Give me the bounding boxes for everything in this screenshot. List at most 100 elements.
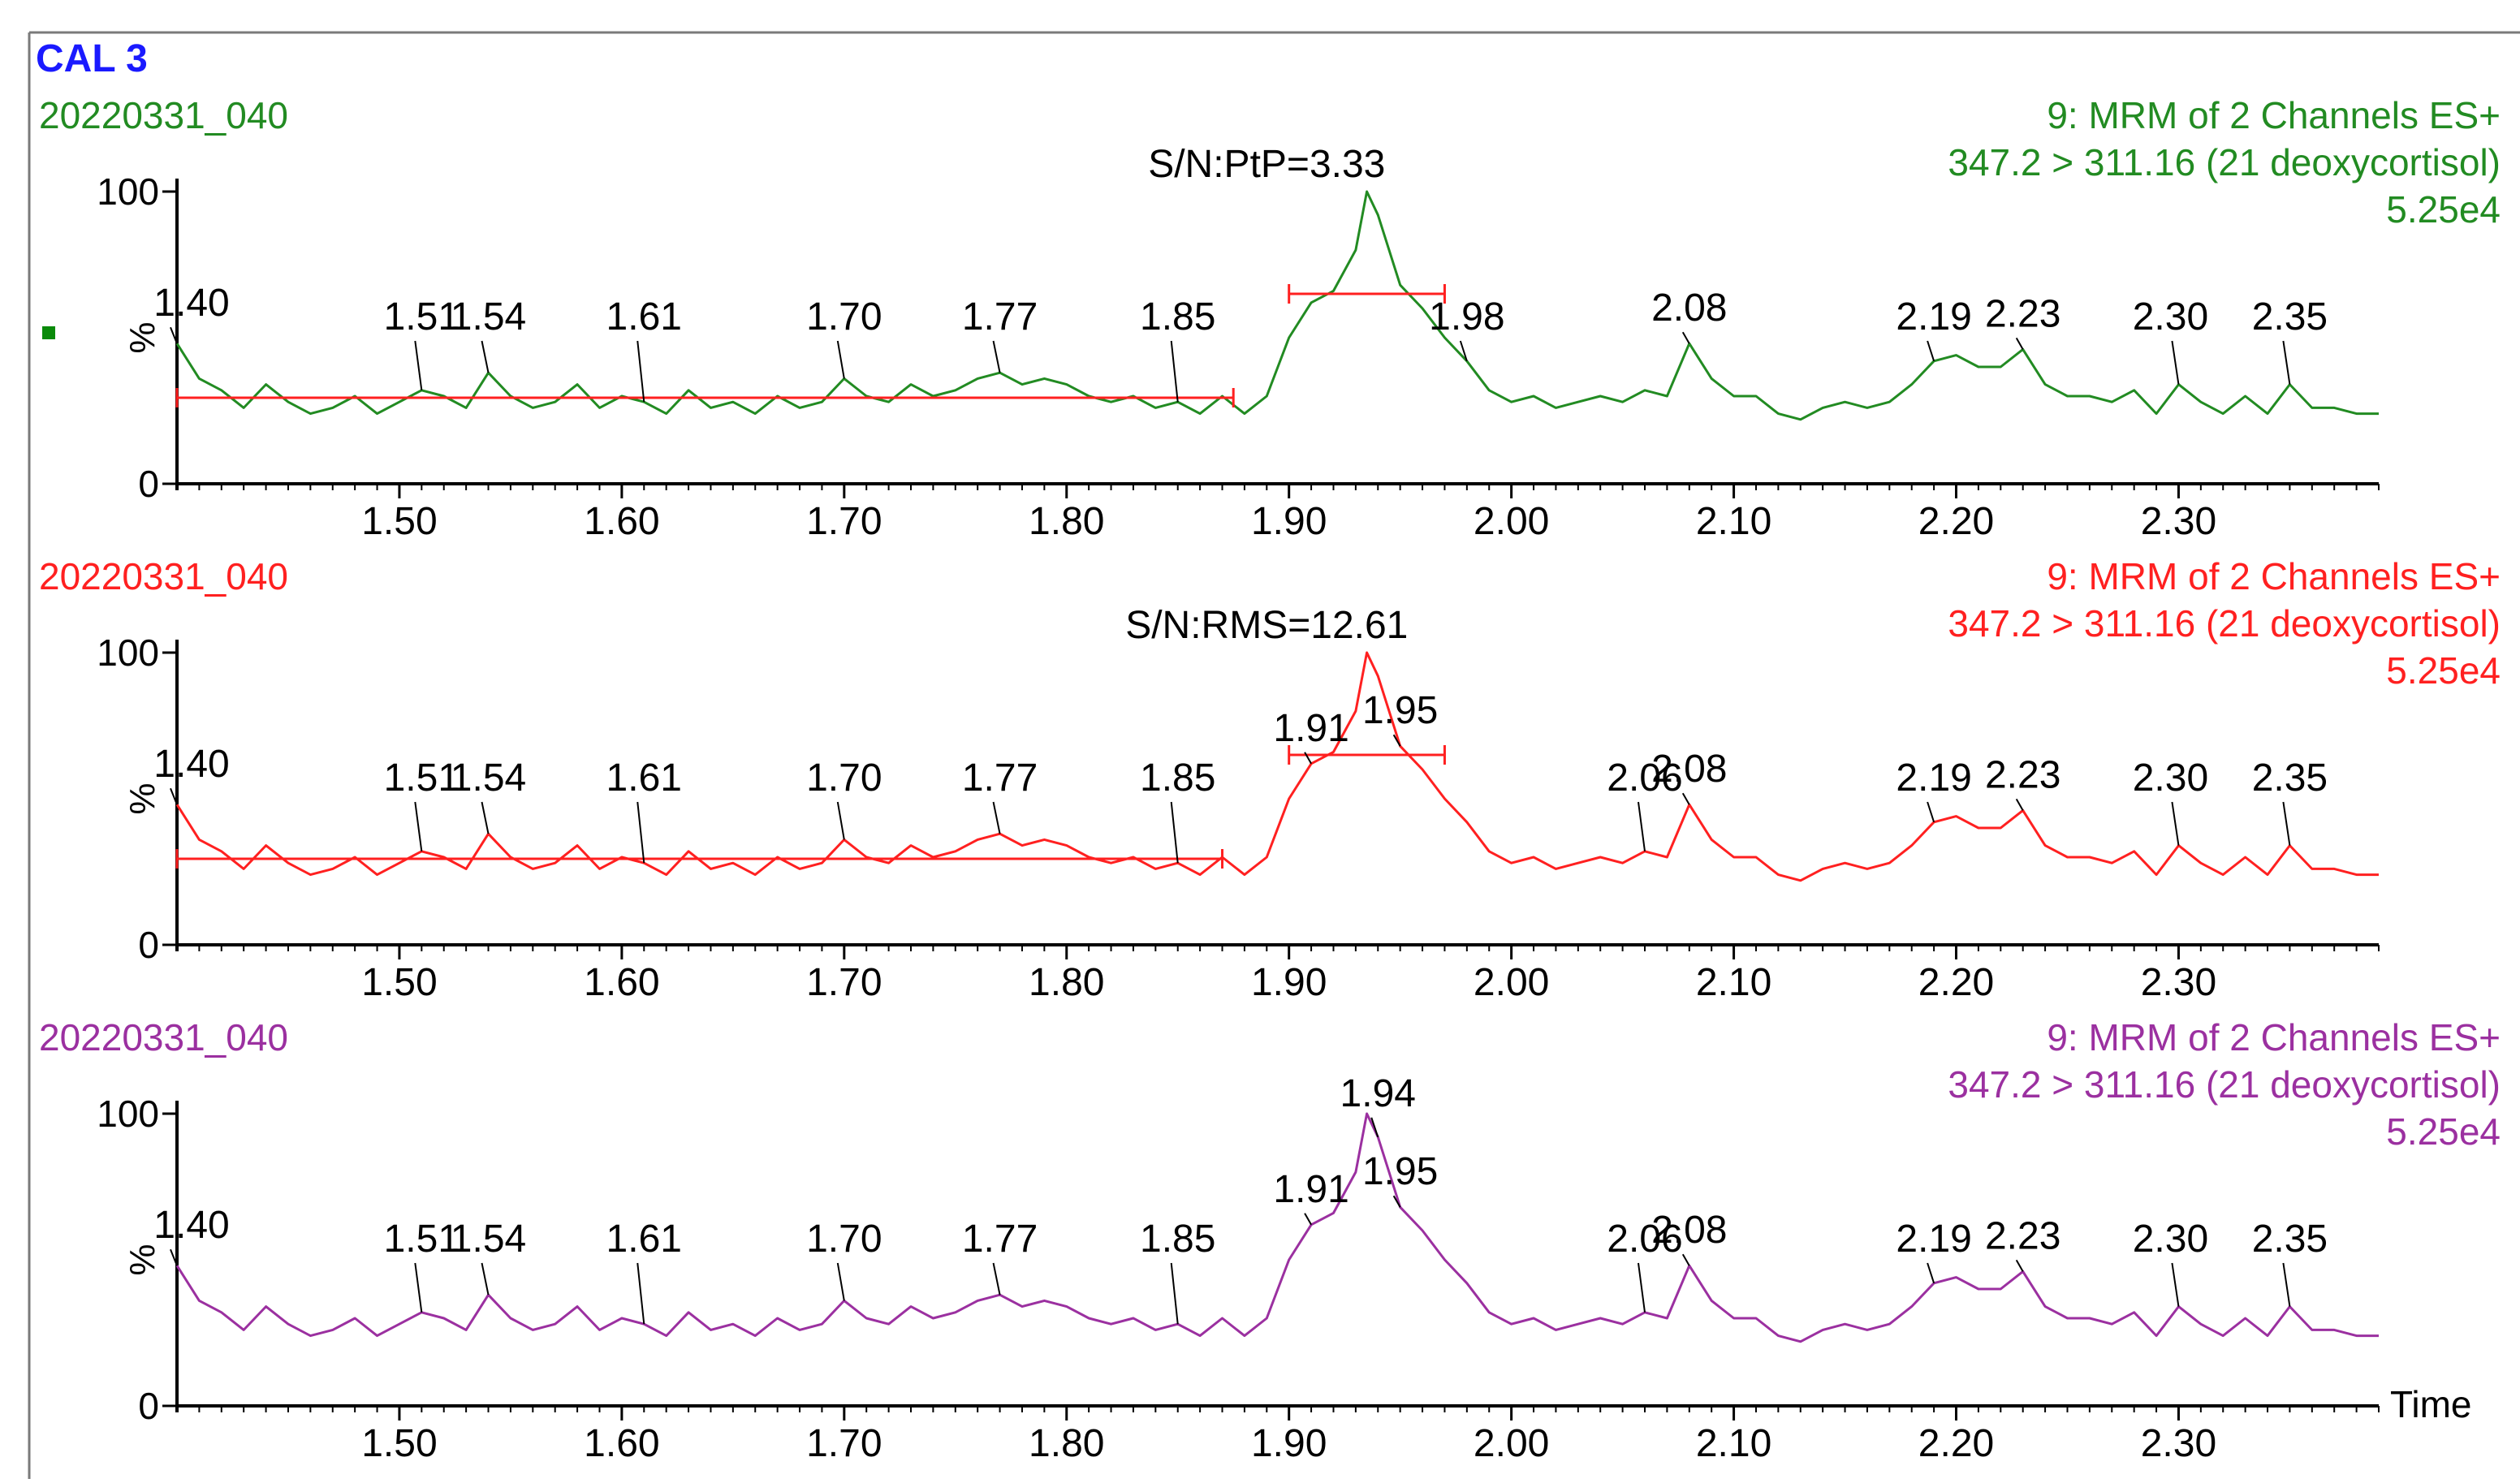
peak-label: 1.54: [451, 295, 526, 338]
y-tick-label: 100: [97, 1093, 159, 1135]
peak-label: 2.08: [1651, 1209, 1727, 1252]
x-tick-label: 1.90: [1251, 500, 1327, 543]
peak-label: 1.40: [153, 743, 229, 786]
peak-label-leader: [1681, 792, 1690, 805]
y-tick-label: 100: [97, 632, 159, 674]
peak-label: 2.19: [1896, 757, 1971, 800]
peak-label-leader: [2282, 801, 2291, 846]
peak-label: 2.19: [1896, 1218, 1971, 1261]
peak-label: 2.08: [1651, 287, 1727, 330]
peak-label-leader: [1681, 1253, 1690, 1266]
peak-label: 1.51: [384, 757, 460, 800]
peak-label: 1.70: [806, 1218, 882, 1261]
peak-label-leader: [636, 1262, 645, 1325]
channel-header-line-3: 5.25e4: [2386, 188, 2501, 231]
peak-label: 1.95: [1362, 689, 1438, 732]
y-tick-label: 0: [138, 1385, 159, 1427]
y-axis-label: %: [123, 782, 162, 814]
peak-label-leader: [2171, 801, 2180, 846]
peak-label-leader: [170, 787, 178, 805]
peak-label-leader: [2171, 340, 2180, 385]
peak-label-leader: [414, 801, 423, 851]
x-tick-label: 2.30: [2141, 500, 2216, 543]
x-tick-label: 2.10: [1696, 500, 1771, 543]
x-tick-label: 2.20: [1918, 500, 1994, 543]
x-tick-label: 2.00: [1474, 1422, 1549, 1465]
peak-label-leader: [1681, 331, 1690, 344]
x-tick-label: 2.30: [2141, 1422, 2216, 1465]
x-tick-label: 2.30: [2141, 961, 2216, 1004]
peak-label: 1.85: [1140, 1218, 1215, 1261]
channel-header-line-2: 347.2 > 311.16 (21 deoxycortisol): [1948, 1063, 2501, 1106]
channel-header-line-2: 347.2 > 311.16 (21 deoxycortisol): [1948, 602, 2501, 645]
x-tick-label: 1.50: [361, 1422, 437, 1465]
peak-label: 1.54: [451, 1218, 526, 1261]
peak-label-leader: [992, 340, 1001, 373]
peak-label: 1.61: [606, 1218, 682, 1261]
peak-label-leader: [2282, 1262, 2291, 1307]
peak-label: 2.30: [2133, 295, 2208, 338]
x-tick-label: 1.80: [1029, 961, 1104, 1004]
peak-label: 2.23: [1985, 1214, 2060, 1257]
peak-label: 1.98: [1429, 295, 1504, 338]
peak-label-leader: [1370, 1117, 1379, 1138]
channel-header-line-1: 9: MRM of 2 Channels ES+: [2047, 94, 2501, 136]
peak-label: 1.77: [962, 757, 1038, 800]
channel-header-line-1: 9: MRM of 2 Channels ES+: [2047, 555, 2501, 597]
peak-label-leader: [2015, 798, 2024, 811]
y-axis-label: %: [123, 1244, 162, 1275]
peak-label-leader: [1170, 340, 1179, 403]
chromatogram-trace: [175, 190, 2379, 421]
x-tick-label: 1.70: [806, 961, 882, 1004]
peak-label-leader: [836, 801, 845, 840]
peak-label: 2.19: [1896, 295, 1971, 338]
peak-label: 1.61: [606, 757, 682, 800]
peak-label: 1.51: [384, 295, 460, 338]
x-tick-label: 2.20: [1918, 961, 1994, 1004]
window-title: CAL 3: [36, 37, 148, 80]
x-tick-label: 1.90: [1251, 1422, 1327, 1465]
peak-label-leader: [414, 1262, 423, 1313]
sample-name: 20220331_040: [39, 94, 288, 136]
chart-panel-3: 20220331_040 9: MRM of 2 Channels ES+ 347.…: [39, 1016, 2501, 1465]
peak-label: 1.61: [606, 295, 682, 338]
peak-label-leader: [1927, 801, 1935, 823]
peak-label-leader: [836, 340, 845, 379]
peak-label-leader: [1170, 1262, 1179, 1325]
x-tick-label: 1.90: [1251, 961, 1327, 1004]
signal-to-noise-annotation: S/N:RMS=12.61: [1125, 604, 1408, 647]
peak-label-leader: [1638, 1262, 1646, 1313]
chromatogram-trace: [175, 651, 2379, 882]
peak-label-leader: [636, 801, 645, 864]
peak-label-leader: [1392, 1195, 1401, 1208]
x-tick-label: 1.50: [361, 500, 437, 543]
chromatogram-trace: [175, 1112, 2379, 1343]
peak-label: 2.30: [2133, 1218, 2208, 1261]
peak-label: 1.70: [806, 757, 882, 800]
peak-label: 1.95: [1362, 1150, 1438, 1193]
peak-label: 1.91: [1273, 1168, 1348, 1211]
peak-label: 2.23: [1985, 292, 2060, 335]
peak-label: 1.94: [1340, 1072, 1416, 1115]
peak-label: 2.35: [2252, 1218, 2328, 1261]
peak-label-leader: [481, 801, 490, 834]
peak-label: 2.06: [1607, 757, 1682, 800]
x-tick-label: 1.70: [806, 500, 882, 543]
selected-trace-marker[interactable]: [42, 326, 55, 339]
x-tick-label: 1.70: [806, 1422, 882, 1465]
peak-label-leader: [1927, 1262, 1935, 1284]
channel-header-line-1: 9: MRM of 2 Channels ES+: [2047, 1016, 2501, 1058]
peak-label: 1.77: [962, 1218, 1038, 1261]
peak-label-leader: [481, 1262, 490, 1295]
chart-panel-1: 20220331_040 9: MRM of 2 Channels ES+ 347.…: [39, 94, 2501, 543]
y-tick-label: 0: [138, 924, 159, 966]
y-tick-label: 0: [138, 463, 159, 505]
channel-header-line-2: 347.2 > 311.16 (21 deoxycortisol): [1948, 141, 2501, 183]
x-tick-label: 2.00: [1474, 961, 1549, 1004]
sample-name: 20220331_040: [39, 555, 288, 597]
x-tick-label: 2.20: [1918, 1422, 1994, 1465]
y-tick-label: 100: [97, 170, 159, 213]
